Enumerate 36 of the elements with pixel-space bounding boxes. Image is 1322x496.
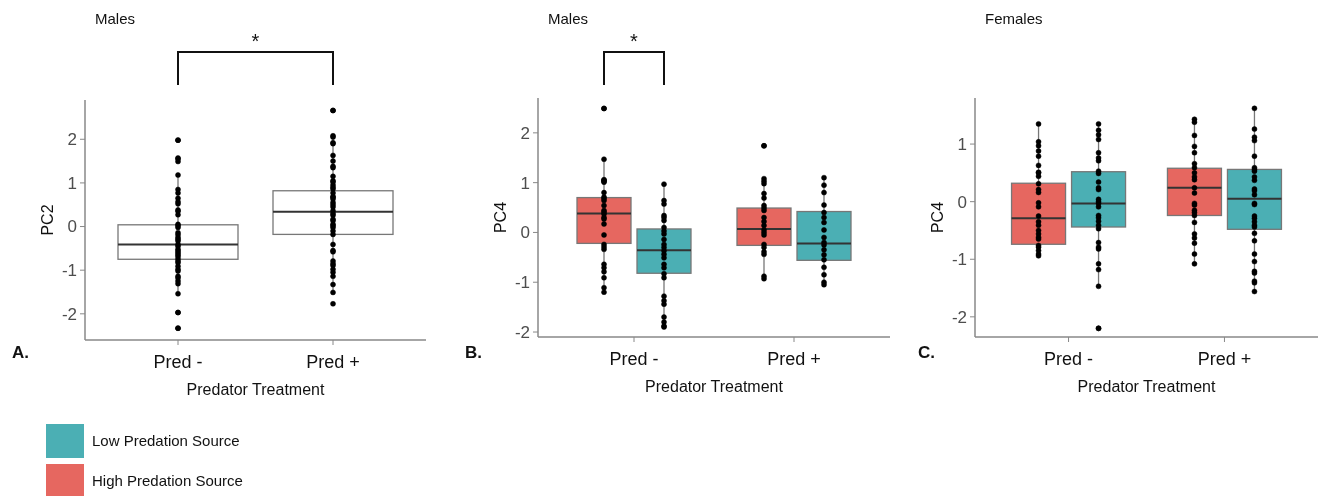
chart-title: Females xyxy=(985,10,1043,27)
y-tick-label: 2 xyxy=(520,123,530,143)
text: B. xyxy=(465,343,482,362)
x-tick-label: Pred - xyxy=(609,349,659,369)
y-tick-label: 0 xyxy=(957,192,967,212)
y-tick-label: 1 xyxy=(520,173,530,193)
y-axis-title: PC2 xyxy=(39,204,56,236)
y-tick-label: 0 xyxy=(520,223,530,243)
text: * xyxy=(251,30,260,52)
y-tick-label: 2 xyxy=(67,130,77,150)
x-axis-title: Predator Treatment xyxy=(186,381,325,398)
x-tick-label: Pred - xyxy=(1044,349,1094,369)
y-tick-label: -2 xyxy=(61,304,77,324)
text: C. xyxy=(918,343,935,362)
legend-label: High Predation Source xyxy=(92,472,243,489)
y-tick-label: -2 xyxy=(951,307,967,327)
y-tick-label: 1 xyxy=(67,173,77,193)
y-tick-label: -1 xyxy=(951,250,967,270)
text: A. xyxy=(12,343,29,362)
y-tick-label: -1 xyxy=(514,273,530,293)
y-tick-label: -1 xyxy=(61,261,77,281)
x-axis-title: Predator Treatment xyxy=(645,378,784,395)
chart-title: Males xyxy=(95,10,136,27)
y-axis-title: PC4 xyxy=(929,201,946,234)
legend-label: Low Predation Source xyxy=(92,432,240,449)
y-axis-title: PC4 xyxy=(492,201,509,234)
y-tick-label: 1 xyxy=(957,135,967,155)
y-tick-label: 0 xyxy=(67,217,77,237)
x-tick-label: Pred + xyxy=(1197,349,1252,369)
text: * xyxy=(630,30,639,52)
y-tick-label: -2 xyxy=(514,322,530,342)
x-tick-label: Pred + xyxy=(306,352,360,372)
x-tick-label: Pred + xyxy=(767,349,821,369)
x-axis-title: Predator Treatment xyxy=(1077,378,1216,395)
chart-title: Males xyxy=(548,10,589,27)
x-tick-label: Pred - xyxy=(153,352,203,372)
